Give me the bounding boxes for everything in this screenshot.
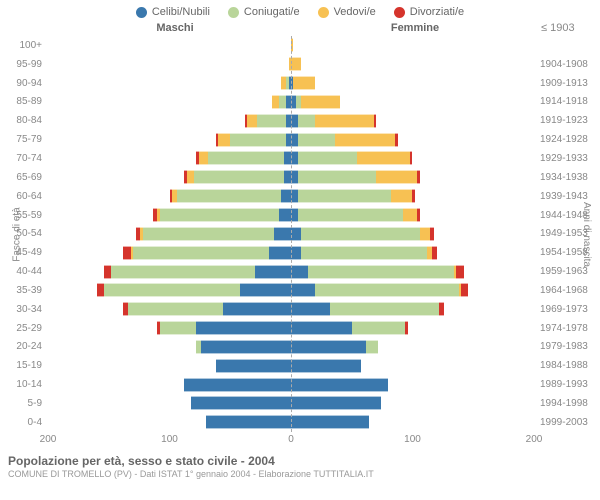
birth-label: 1914-1918: [534, 96, 596, 107]
birth-label: 1969-1973: [534, 304, 596, 315]
birth-label: 1999-2003: [534, 417, 596, 428]
age-label: 55-59: [4, 210, 48, 221]
footer-sub: COMUNE DI TROMELLO (PV) - Dati ISTAT 1° …: [8, 469, 592, 479]
birth-label: 1974-1978: [534, 323, 596, 334]
age-label: 5-9: [4, 398, 48, 409]
legend-item: Vedovi/e: [318, 6, 376, 18]
legend-label: Divorziati/e: [410, 6, 464, 18]
birth-label: [534, 40, 596, 51]
x-axis: 200 100 0 100 200: [4, 434, 596, 448]
legend-label: Coniugati/e: [244, 6, 300, 18]
age-label: 60-64: [4, 191, 48, 202]
birth-label: 1984-1988: [534, 360, 596, 371]
legend-swatch: [136, 7, 147, 18]
legend-item: Coniugati/e: [228, 6, 300, 18]
birth-label: 1909-1913: [534, 78, 596, 89]
age-label: 25-29: [4, 323, 48, 334]
chart-body: [54, 36, 528, 432]
age-label: 45-49: [4, 247, 48, 258]
birth-label: 1954-1958: [534, 247, 596, 258]
center-line: [291, 36, 292, 432]
birth-label: 1979-1983: [534, 341, 596, 352]
age-label: 15-19: [4, 360, 48, 371]
age-label: 50-54: [4, 228, 48, 239]
header-birth-first: ≤ 1903: [535, 22, 600, 34]
x-tick: 100: [161, 434, 178, 445]
age-label: 30-34: [4, 304, 48, 315]
age-label: 10-14: [4, 379, 48, 390]
legend-label: Celibi/Nubili: [152, 6, 210, 18]
footer-title: Popolazione per età, sesso e stato civil…: [8, 454, 592, 468]
legend-item: Celibi/Nubili: [136, 6, 210, 18]
age-label: 75-79: [4, 134, 48, 145]
birth-label: 1949-1953: [534, 228, 596, 239]
x-tick: 200: [526, 434, 543, 445]
footer: Popolazione per età, sesso e stato civil…: [0, 448, 600, 479]
x-tick: 200: [40, 434, 57, 445]
x-tick: 0: [288, 434, 294, 445]
age-label: 35-39: [4, 285, 48, 296]
header-female: Femmine: [295, 22, 535, 34]
age-label: 65-69: [4, 172, 48, 183]
age-label: 40-44: [4, 266, 48, 277]
birth-label: 1959-1963: [534, 266, 596, 277]
header-row: Maschi Femmine ≤ 1903: [0, 20, 600, 36]
header-male: Maschi: [55, 22, 295, 34]
legend: Celibi/Nubili Coniugati/e Vedovi/e Divorzia…: [0, 0, 600, 20]
birth-label: 1929-1933: [534, 153, 596, 164]
age-label: 85-89: [4, 96, 48, 107]
birth-label: 1964-1968: [534, 285, 596, 296]
birth-label: 1944-1948: [534, 210, 596, 221]
age-label: 100+: [4, 40, 48, 51]
age-label: 20-24: [4, 341, 48, 352]
legend-label: Vedovi/e: [334, 6, 376, 18]
birth-label: 1994-1998: [534, 398, 596, 409]
birth-label: 1924-1928: [534, 134, 596, 145]
legend-item: Divorziati/e: [394, 6, 464, 18]
chart-area: Fasce di età Anni di nascita 100+ 95-991…: [4, 36, 596, 432]
age-label: 0-4: [4, 417, 48, 428]
birth-label: 1934-1938: [534, 172, 596, 183]
birth-label: 1989-1993: [534, 379, 596, 390]
legend-swatch: [228, 7, 239, 18]
legend-swatch: [394, 7, 405, 18]
birth-label: 1904-1908: [534, 59, 596, 70]
age-label: 95-99: [4, 59, 48, 70]
legend-swatch: [318, 7, 329, 18]
age-label: 70-74: [4, 153, 48, 164]
x-tick: 100: [404, 434, 421, 445]
birth-label: 1919-1923: [534, 115, 596, 126]
birth-label: 1939-1943: [534, 191, 596, 202]
age-label: 90-94: [4, 78, 48, 89]
age-label: 80-84: [4, 115, 48, 126]
